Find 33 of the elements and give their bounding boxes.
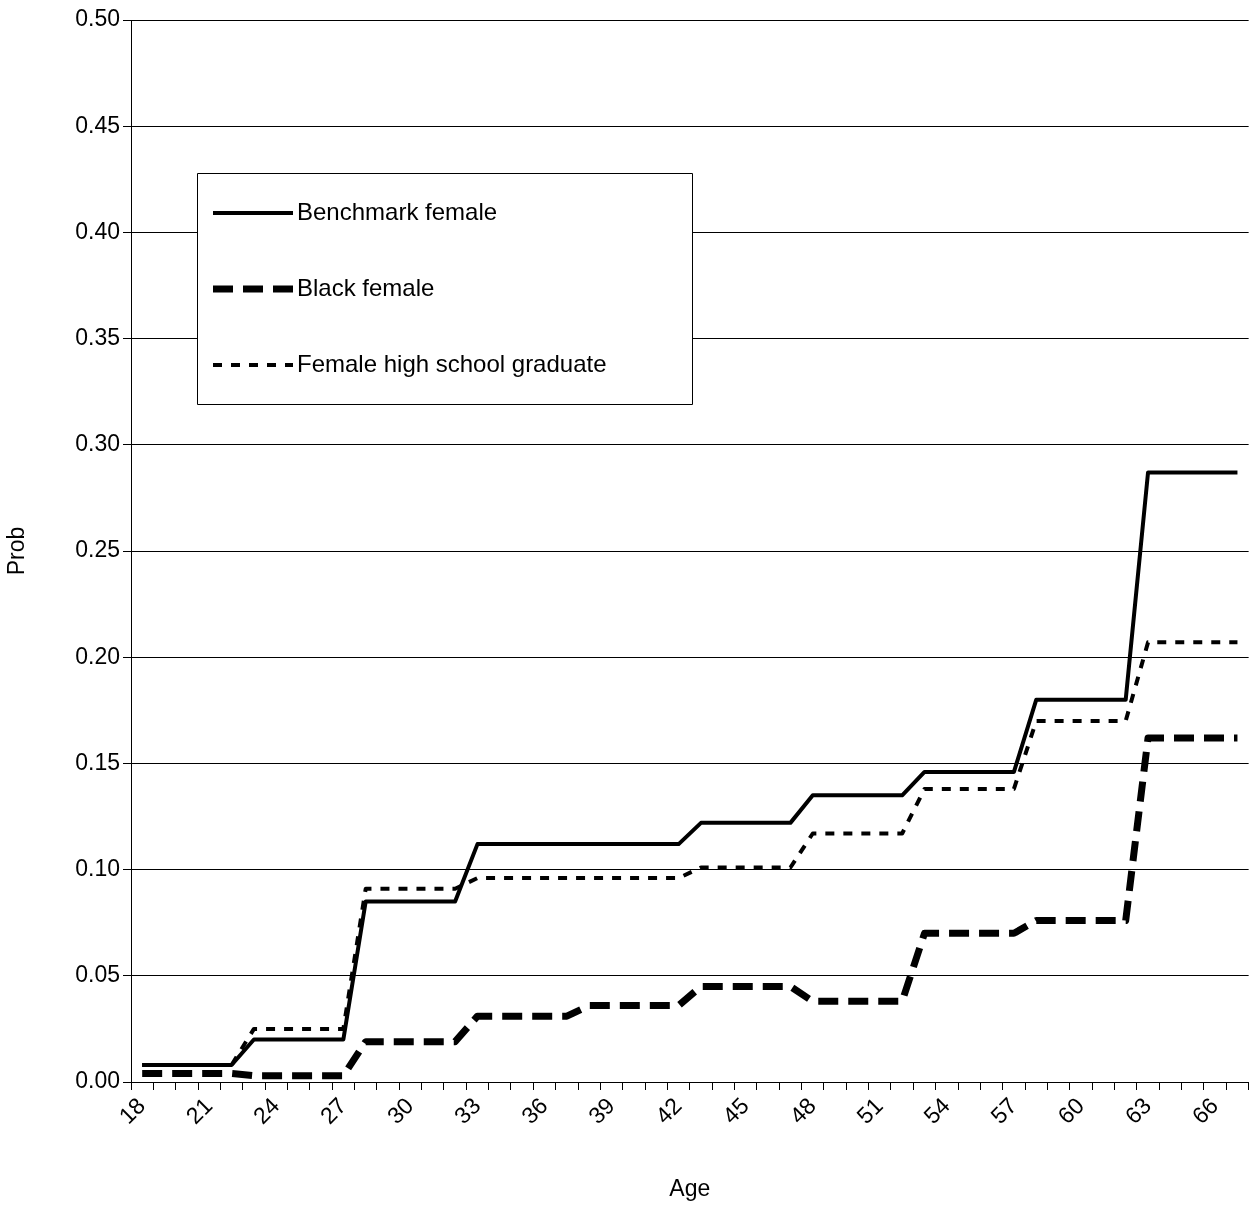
x-tick-label: 57 xyxy=(985,1092,1022,1129)
x-tick-label: 63 xyxy=(1119,1092,1157,1129)
y-tick-label: 0.40 xyxy=(75,217,120,244)
y-tick-label: 0.50 xyxy=(75,5,120,32)
x-tick-label: 54 xyxy=(918,1092,956,1129)
x-tick-label: 21 xyxy=(180,1092,218,1129)
x-tick-label: 42 xyxy=(650,1092,687,1129)
x-tick-label: 27 xyxy=(314,1092,352,1129)
x-tick-label: 30 xyxy=(381,1092,419,1129)
y-tick-label: 0.25 xyxy=(75,536,120,563)
x-tick-label: 33 xyxy=(449,1092,486,1129)
x-tick-label: 36 xyxy=(516,1092,553,1129)
y-tick-label: 0.35 xyxy=(75,323,120,350)
x-tick-label: 60 xyxy=(1052,1092,1090,1129)
x-tick-label: 48 xyxy=(784,1092,821,1129)
x-tick-label: 18 xyxy=(113,1092,151,1129)
y-tick-label: 0.10 xyxy=(75,854,120,881)
x-tick-label: 51 xyxy=(851,1092,888,1129)
y-tick-label: 0.05 xyxy=(75,961,120,988)
y-axis-title: Prob xyxy=(3,526,30,576)
legend-label: Benchmark female xyxy=(297,197,498,225)
x-tick-label: 66 xyxy=(1186,1092,1224,1129)
y-tick-label: 0.20 xyxy=(75,642,120,669)
x-tick-label: 24 xyxy=(247,1092,285,1129)
x-axis-title: Age xyxy=(669,1174,711,1201)
x-tick-label: 45 xyxy=(717,1092,754,1129)
y-tick-label: 0.15 xyxy=(75,748,120,775)
x-tick-label: 39 xyxy=(583,1092,620,1129)
y-tick-label: 0.30 xyxy=(75,430,120,457)
y-tick-label: 0.45 xyxy=(75,111,120,138)
legend-label: Black female xyxy=(297,273,435,301)
legend-label: Female high school graduate xyxy=(297,349,607,377)
y-tick-label: 0.00 xyxy=(75,1067,120,1094)
